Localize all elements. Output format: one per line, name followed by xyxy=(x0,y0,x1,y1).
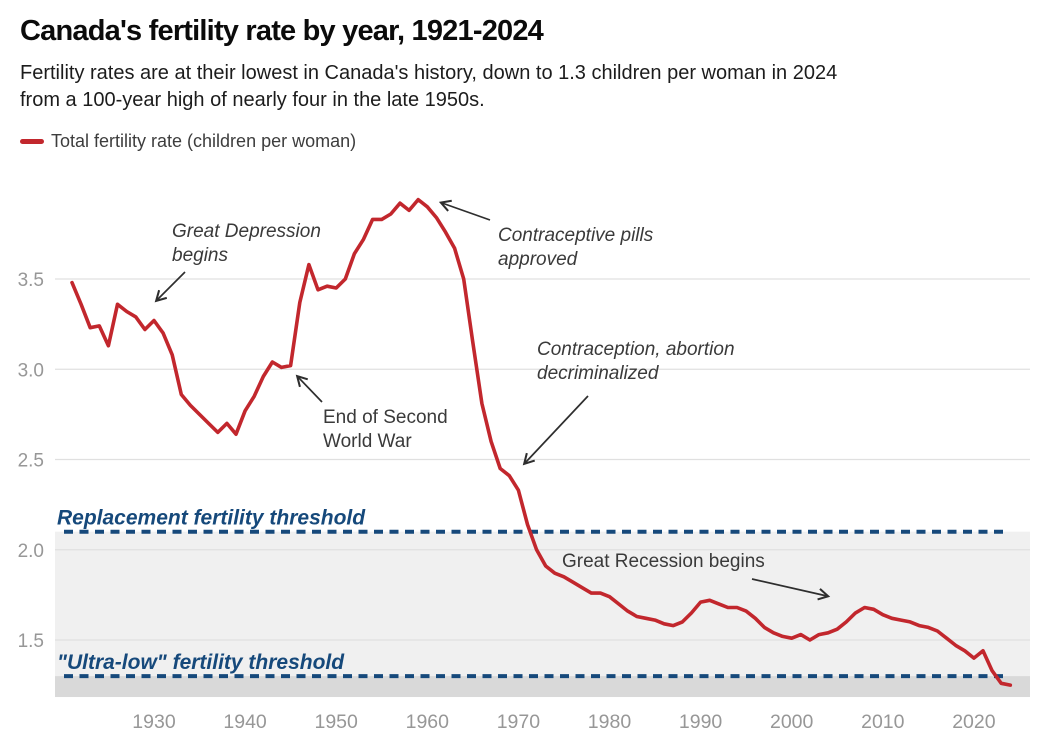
threshold-label: Replacement fertility threshold xyxy=(57,507,366,530)
x-axis-tick-label: 2000 xyxy=(770,711,814,733)
fertility-rate-line xyxy=(70,197,1013,687)
annotation-arrow xyxy=(295,374,323,403)
x-axis-tick-label: 1970 xyxy=(497,711,541,733)
legend-label: Total fertility rate (children per woman… xyxy=(51,130,357,151)
annotation-label: approved xyxy=(498,249,579,270)
y-axis-tick-label: 2.0 xyxy=(18,541,44,562)
threshold-band xyxy=(55,676,1030,698)
threshold-label: "Ultra-low" fertility threshold xyxy=(57,651,345,674)
fertility-line-chart: 3.5 3.0 2.5 2.0 1.5 1930 1940 1950 1960 1970 1980 1… xyxy=(18,197,1030,733)
annotation-arrow xyxy=(522,395,589,466)
x-axis-tick-label: 1960 xyxy=(406,711,450,733)
threshold-band xyxy=(55,531,1030,677)
y-axis-tick-label: 1.5 xyxy=(18,631,44,652)
annotation-label: Great Recession begins xyxy=(562,551,765,572)
annotation-label: begins xyxy=(172,245,228,266)
annotation-label: decriminalized xyxy=(537,363,660,384)
annotation-arrow xyxy=(438,199,491,221)
annotation-arrow xyxy=(154,271,186,303)
x-axis-tick-label: 2010 xyxy=(861,711,905,733)
x-axis-tick-label: 1940 xyxy=(223,711,267,733)
page-title: Canada's fertility rate by year, 1921-20… xyxy=(20,15,544,47)
x-axis-tick-label: 2020 xyxy=(952,711,996,733)
y-axis-tick-label: 3.0 xyxy=(18,360,44,381)
x-axis-tick-label: 1990 xyxy=(679,711,723,733)
annotation-arrow xyxy=(751,578,831,601)
annotation-label: Contraception, abortion xyxy=(537,339,735,360)
annotation-label: End of Second xyxy=(323,407,448,428)
y-axis-tick-label: 3.5 xyxy=(18,270,44,291)
chart-area: 3.5 3.0 2.5 2.0 1.5 1930 1940 1950 1960 1970 1980 1… xyxy=(0,179,1063,744)
x-axis-tick-label: 1950 xyxy=(314,711,358,733)
annotation-label: Contraceptive pills xyxy=(498,225,654,246)
x-axis-tick-label: 1930 xyxy=(132,711,176,733)
annotation-label: Great Depression xyxy=(172,221,321,242)
subtitle-line-2: from a 100-year high of nearly four in t… xyxy=(20,88,485,111)
subtitle-line-1: Fertility rates are at their lowest in C… xyxy=(20,61,838,84)
x-axis-tick-label: 1980 xyxy=(588,711,632,733)
chart-header: Canada's fertility rate by year, 1921-20… xyxy=(0,0,1063,152)
y-axis-tick-label: 2.5 xyxy=(18,451,44,472)
chart-subtitle: Fertility rates are at their lowest in C… xyxy=(20,60,1043,114)
chart-legend: Total fertility rate (children per woman… xyxy=(20,131,1043,152)
legend-line-swatch xyxy=(20,138,44,144)
annotation-label: World War xyxy=(323,431,412,452)
